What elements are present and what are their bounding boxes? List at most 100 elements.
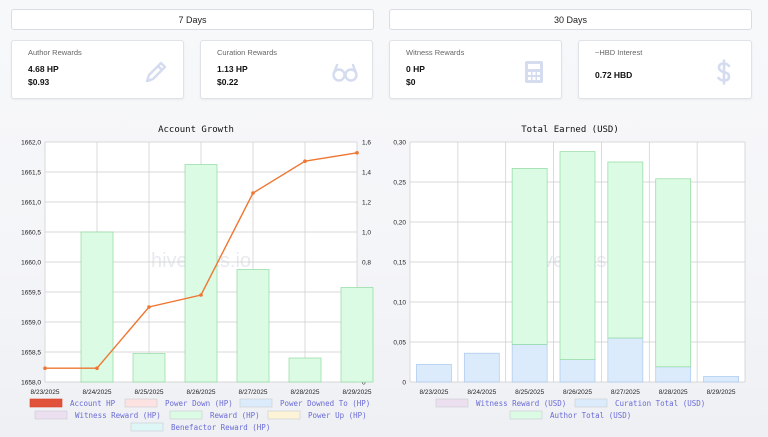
x-tick-label: 8/24/2025 (467, 389, 496, 396)
pencil-icon (145, 61, 167, 83)
curation-total-bar (655, 366, 692, 383)
hbd-interest-card: ~HBD Interest 0.72 HBD (578, 40, 752, 99)
x-tick-label: 8/27/2025 (611, 389, 640, 396)
curation-total-bar (703, 376, 739, 383)
reward-hp-bar (80, 231, 114, 383)
x-tick-label: 8/28/2025 (291, 389, 320, 396)
card-title: Witness Rewards (406, 48, 465, 57)
y-left-tick-label: 1658,0 (21, 379, 41, 386)
legend-label: Power Downed To (HP) (280, 399, 370, 408)
y-left-tick-label: 1659,0 (21, 319, 41, 326)
calculator-icon (525, 61, 543, 83)
x-tick-label: 8/26/2025 (187, 389, 216, 396)
y-right-tick-label: 1,0 (362, 229, 371, 236)
legend-label: Reward (HP) (210, 411, 260, 420)
y-tick-label: 0 (402, 379, 406, 386)
y-right-tick-label: 0,8 (362, 259, 371, 266)
account-hp-point (43, 366, 47, 371)
y-tick-label: 0,05 (393, 339, 406, 346)
x-tick-label: 8/29/2025 (707, 389, 736, 396)
y-left-tick-label: 1659,5 (21, 289, 41, 296)
x-tick-label: 8/25/2025 (135, 389, 164, 396)
account-hp-point (147, 305, 151, 309)
legend-label: Account HP (70, 399, 116, 408)
y-right-tick-label: 1,4 (362, 169, 371, 176)
x-tick-label: 8/29/2025 (343, 389, 372, 396)
x-tick-label: 8/25/2025 (515, 389, 544, 396)
x-tick-label: 8/28/2025 (659, 389, 688, 396)
card-value-usd: $0 (406, 77, 416, 87)
card-value-hp: 4.68 HP (28, 64, 59, 74)
y-left-tick-label: 1660,5 (21, 229, 41, 236)
legend-swatch (130, 422, 164, 432)
legend-label: Power Down (HP) (165, 399, 233, 408)
x-tick-label: 8/23/2025 (31, 389, 60, 396)
total-earned-title: Total Earned (USD) (521, 125, 619, 135)
account-hp-point (355, 151, 359, 155)
tab-7-days[interactable]: 7 Days (11, 9, 374, 30)
x-tick-label: 8/26/2025 (563, 389, 592, 396)
card-value-usd: $0.22 (217, 77, 239, 87)
dollar-icon (717, 59, 731, 85)
y-tick-label: 0,30 (393, 139, 406, 146)
legend-label: Author Total (USD) (550, 411, 631, 420)
y-left-tick-label: 1661,0 (21, 199, 41, 206)
y-left-tick-label: 1658,5 (21, 349, 41, 356)
card-value-usd: $0.93 (28, 77, 50, 87)
y-left-tick-label: 1660,0 (21, 259, 41, 266)
legend-label: Benefactor Reward (HP) (171, 423, 270, 432)
legend-swatch (29, 398, 63, 408)
account-hp-point (95, 366, 99, 371)
card-title: Curation Rewards (217, 48, 278, 57)
legend-label: Power Up (HP) (308, 411, 367, 420)
legend-swatch (34, 410, 68, 420)
card-value-hbd: 0.72 HBD (595, 70, 633, 80)
legend-swatch (435, 398, 469, 408)
curation-rewards-card: Curation Rewards 1.13 HP $0.22 (200, 40, 373, 99)
reward-hp-bar (132, 353, 166, 383)
y-tick-label: 0,15 (393, 259, 406, 266)
y-tick-label: 0,10 (393, 299, 406, 306)
legend-swatch (267, 410, 301, 420)
reward-hp-bar (288, 357, 322, 383)
card-title: ~HBD Interest (595, 48, 643, 57)
account-hp-point (303, 159, 307, 163)
curation-total-bar (511, 344, 548, 383)
x-tick-label: 8/24/2025 (83, 389, 112, 396)
author-total-bar (655, 178, 692, 368)
curation-total-bar (463, 352, 500, 383)
y-right-tick-label: 1,6 (362, 139, 371, 146)
legend-swatch (239, 398, 273, 408)
y-left-tick-label: 1661,5 (21, 169, 41, 176)
x-tick-label: 8/27/2025 (239, 389, 268, 396)
card-value-hp: 0 HP (406, 64, 425, 74)
legend-swatch (509, 410, 543, 420)
x-tick-label: 8/23/2025 (419, 389, 448, 396)
author-rewards-card: Author Rewards 4.68 HP $0.93 (11, 40, 184, 99)
card-title: Author Rewards (28, 48, 82, 57)
account-hp-point (251, 191, 255, 195)
tab-30-days[interactable]: 30 Days (389, 9, 752, 30)
y-right-tick-label: 0 (362, 379, 366, 386)
y-right-tick-label: 1,2 (362, 199, 371, 206)
y-left-tick-label: 1662,0 (21, 139, 41, 146)
author-total-bar (559, 151, 596, 360)
y-tick-label: 0,20 (393, 219, 406, 226)
legend-swatch (169, 410, 203, 420)
legend-label: Witness Reward (HP) (75, 411, 161, 420)
witness-rewards-card: Witness Rewards 0 HP $0 (389, 40, 562, 99)
reward-hp-bar (340, 287, 374, 383)
reward-hp-bar (184, 164, 218, 383)
legend-label: Witness Reward (USD) (476, 399, 566, 408)
curation-total-bar (559, 359, 596, 383)
legend-swatch (124, 398, 158, 408)
card-value-hp: 1.13 HP (217, 64, 248, 74)
account-growth-title: Account Growth (158, 125, 234, 135)
account-hp-point (199, 293, 203, 297)
reward-hp-bar (236, 269, 270, 383)
curation-total-bar (416, 364, 452, 383)
author-total-bar (607, 161, 644, 339)
author-total-bar (511, 168, 548, 345)
curation-total-bar (607, 337, 644, 383)
